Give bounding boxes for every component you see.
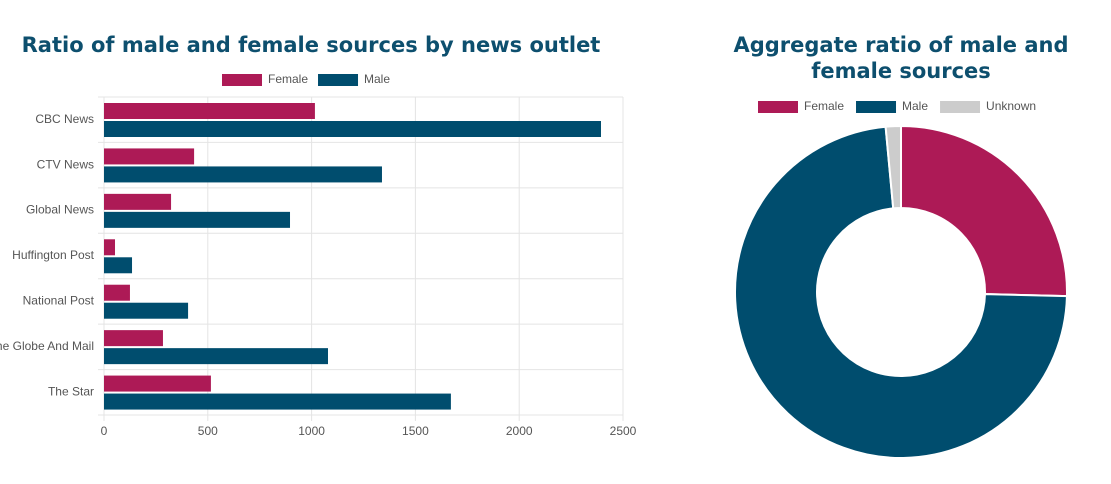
bar	[104, 348, 329, 365]
legend-swatch	[318, 74, 359, 86]
doughnut-chart-title: Aggregate ratio of male and female sourc…	[733, 33, 1069, 83]
legend-label: Female	[268, 72, 308, 86]
x-tick-label: 2000	[506, 424, 533, 438]
legend-label: Male	[902, 99, 928, 113]
bar-chart-title: Ratio of male and female sources by news…	[21, 33, 601, 57]
legend-label: Female	[804, 99, 844, 113]
bar	[104, 302, 189, 319]
y-tick-label: The Star	[48, 384, 94, 398]
y-tick-label: CBC News	[35, 112, 94, 126]
bar	[104, 257, 133, 274]
legend-label: Unknown	[986, 99, 1036, 113]
doughnut-slice	[900, 124, 1068, 298]
x-tick-label: 1500	[402, 424, 429, 438]
doughnut-slice	[884, 124, 902, 210]
legend-swatch	[940, 101, 981, 113]
y-tick-label: Huffington Post	[12, 248, 94, 262]
bar	[104, 166, 382, 183]
bar	[104, 148, 195, 165]
bar	[104, 239, 116, 256]
x-tick-label: 1000	[298, 424, 325, 438]
x-tick-label: 500	[198, 424, 218, 438]
y-tick-label: National Post	[23, 294, 95, 308]
legend-swatch	[758, 101, 798, 113]
x-tick-label: 2500	[610, 424, 637, 438]
bar	[104, 121, 601, 137]
bar	[104, 330, 163, 347]
y-tick-label: The Globe And Mail	[0, 339, 94, 353]
doughnut-slice	[734, 125, 1068, 459]
legend-swatch	[856, 101, 897, 113]
legend-swatch	[222, 74, 262, 86]
y-tick-label: Global News	[26, 203, 94, 217]
legend-label: Male	[364, 72, 390, 86]
bar	[104, 211, 291, 228]
bar	[104, 193, 172, 210]
y-tick-label: CTV News	[37, 157, 94, 171]
bar	[104, 375, 211, 392]
bar	[104, 284, 130, 301]
x-tick-label: 0	[101, 424, 108, 438]
bar	[104, 393, 451, 410]
bar	[104, 103, 315, 119]
